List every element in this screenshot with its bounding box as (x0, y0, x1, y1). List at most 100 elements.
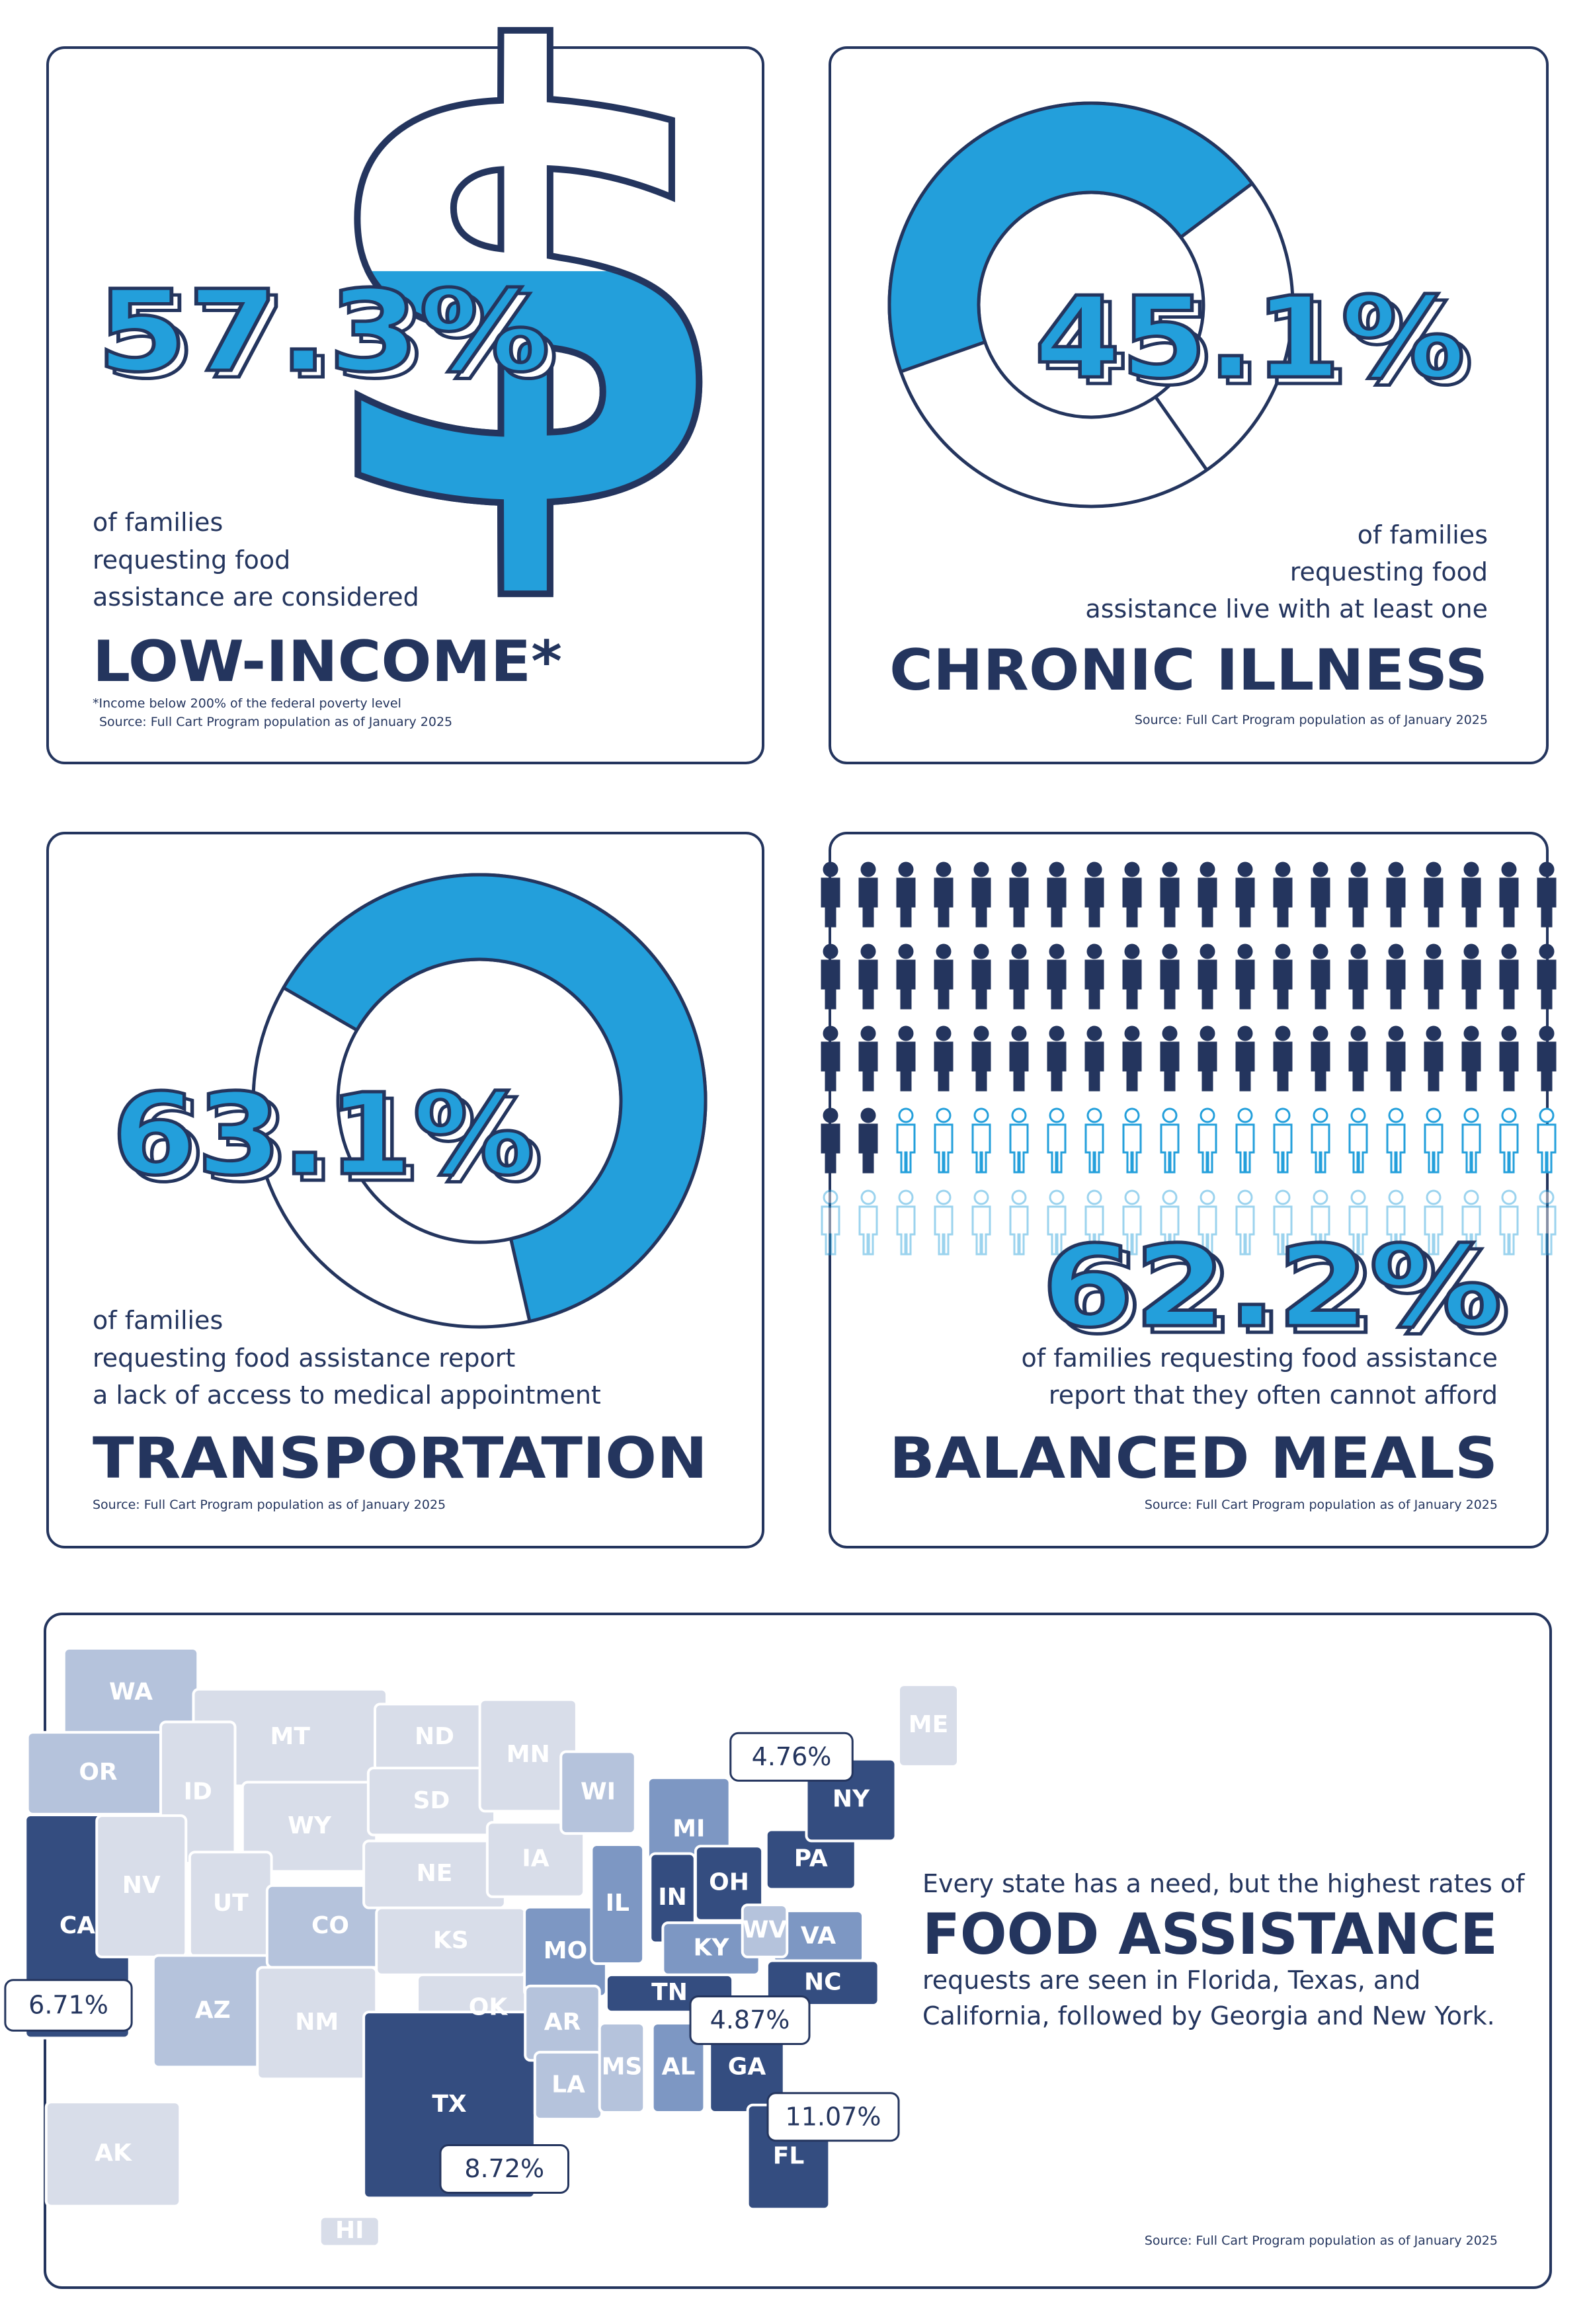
person (1386, 1189, 1406, 1256)
person-body (1235, 959, 1255, 1010)
person-body (1235, 1205, 1255, 1256)
body-line: of families (93, 1306, 223, 1335)
person (1311, 1107, 1330, 1174)
person-head (1086, 1107, 1102, 1123)
person (1273, 1107, 1293, 1174)
person-head (823, 861, 838, 877)
dollar-icon: $$ (305, 0, 745, 653)
person (1348, 1025, 1368, 1092)
person-body (821, 959, 840, 1010)
body-line: requesting food (93, 545, 290, 575)
person (1311, 1189, 1330, 1256)
person-head (1539, 1025, 1555, 1041)
person-body (1537, 1123, 1557, 1174)
person-head (1200, 1107, 1215, 1123)
person-head (1049, 1189, 1065, 1205)
person (1122, 861, 1142, 928)
state-label: UT (213, 1890, 249, 1917)
person (1198, 1189, 1217, 1256)
person-body (821, 1041, 840, 1092)
person (1235, 1107, 1255, 1174)
person-body (1424, 1041, 1444, 1092)
donut-arc (281, 873, 708, 1324)
person (1461, 1189, 1481, 1256)
person-body (971, 877, 991, 928)
person-body (1461, 1123, 1481, 1174)
callout-box (439, 2144, 569, 2194)
state-label: CA (60, 1912, 95, 1939)
state (741, 1903, 789, 1958)
person-body (971, 1205, 991, 1256)
callout-box (4, 1979, 133, 2032)
person (1009, 943, 1029, 1010)
person-head (898, 943, 914, 959)
state-label: IN (658, 1884, 687, 1911)
person-body (1386, 1205, 1406, 1256)
person-body (1311, 1205, 1330, 1256)
person (1424, 943, 1444, 1010)
person-body (1386, 1123, 1406, 1174)
source: Source: Full Cart Program population as … (1135, 713, 1488, 727)
map-line: requests are seen in Florida, Texas, and (922, 1966, 1420, 1995)
person (1235, 1189, 1255, 1256)
person-head (898, 861, 914, 877)
state-label: OK (469, 1994, 509, 2021)
state-label: NC (804, 1968, 842, 1995)
person-body (1537, 1041, 1557, 1092)
person-head (823, 1107, 838, 1123)
person-head (1313, 1107, 1328, 1123)
state-label: OH (709, 1869, 749, 1896)
person-head (936, 1107, 952, 1123)
person-head (898, 1189, 914, 1205)
dollar-fill: $ (309, 0, 741, 649)
person-head (1237, 943, 1253, 959)
body-line: a lack of access to medical appointment (93, 1381, 601, 1410)
person-body (1198, 877, 1217, 928)
person-head (936, 1189, 952, 1205)
person-body (1537, 877, 1557, 928)
person-body (1084, 877, 1104, 928)
person-body (1273, 1041, 1293, 1092)
state (651, 2022, 706, 2114)
state (598, 2022, 646, 2114)
panel (46, 832, 764, 1548)
person-body (896, 1123, 916, 1174)
state-label: AL (662, 2054, 696, 2081)
person-head (860, 943, 876, 959)
person (896, 943, 916, 1010)
person-head (1501, 1189, 1517, 1205)
person-head (860, 1189, 876, 1205)
person (821, 1025, 840, 1092)
person-body (1499, 877, 1519, 928)
person (1160, 943, 1180, 1010)
person-head (973, 1107, 989, 1123)
person-head (1200, 1189, 1215, 1205)
person-body (896, 959, 916, 1010)
footnote: *Income below 200% of the federal povert… (93, 696, 401, 711)
person-head (1124, 1025, 1140, 1041)
person (1160, 1107, 1180, 1174)
headline: TRANSPORTATION (93, 1425, 708, 1492)
person-head (1501, 943, 1517, 959)
map-intro: Every state has a need, but the highest … (922, 1869, 1526, 1898)
state-label: NV (122, 1872, 161, 1899)
person (971, 861, 991, 928)
person-body (1084, 1041, 1104, 1092)
state-label: VA (801, 1923, 836, 1950)
person-body (934, 1123, 954, 1174)
person (934, 943, 954, 1010)
person-body (1311, 1123, 1330, 1174)
person (1499, 1107, 1519, 1174)
person-head (1086, 943, 1102, 959)
person (1348, 1189, 1368, 1256)
person-head (898, 1025, 914, 1041)
person (1273, 861, 1293, 928)
person-head (1463, 1025, 1479, 1041)
state-label: ME (909, 1711, 948, 1738)
state (95, 1814, 188, 1958)
person-body (1122, 1123, 1142, 1174)
state-label: MO (544, 1937, 587, 1964)
person-head (1501, 1025, 1517, 1041)
state (897, 1683, 959, 1768)
person-head (1124, 1107, 1140, 1123)
